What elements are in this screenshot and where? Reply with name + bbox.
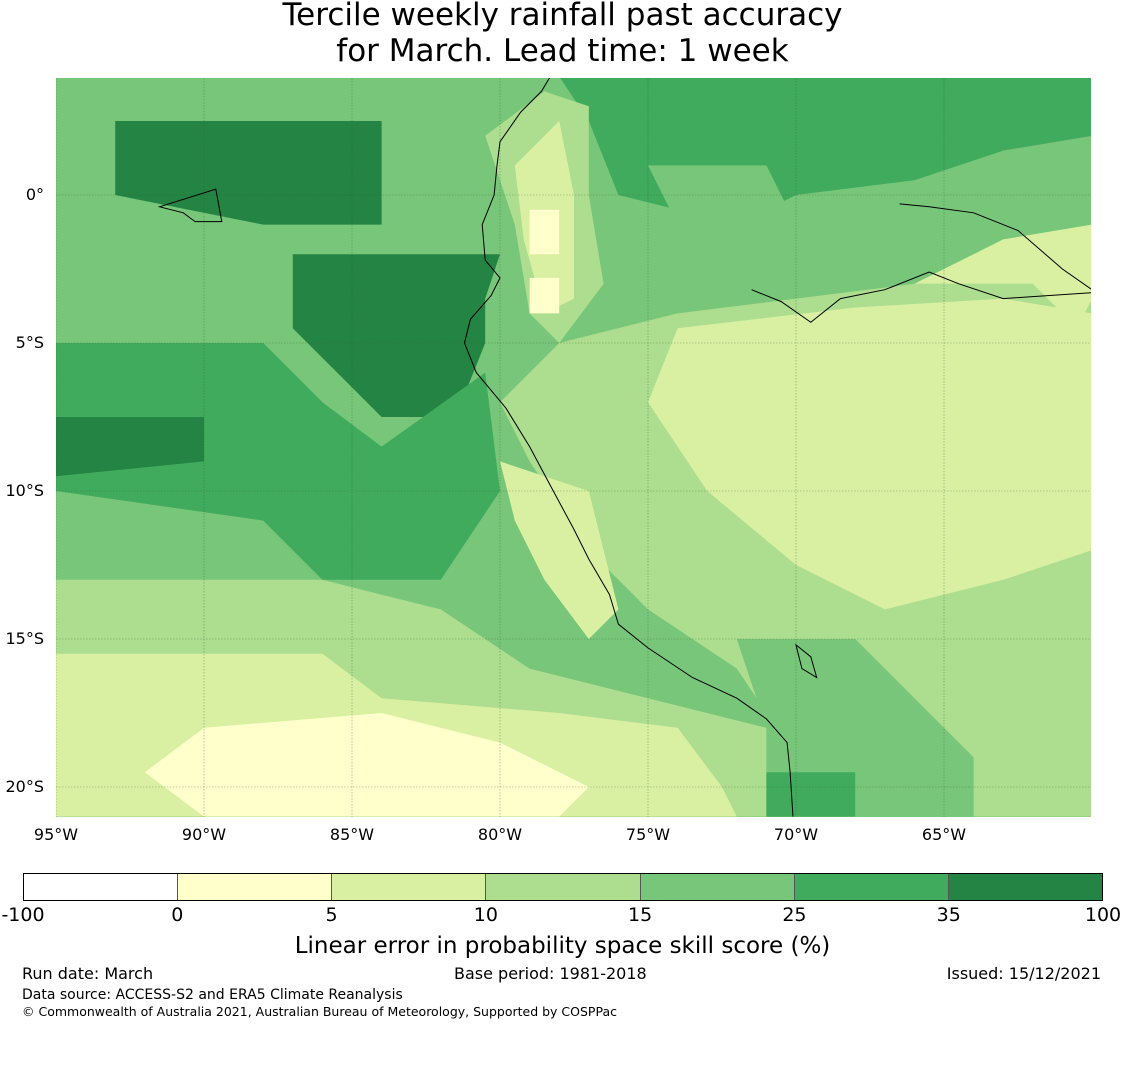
colorbar-segment-5 <box>794 874 949 900</box>
colorbar-segment-1 <box>178 874 333 900</box>
lat-tick-label-4: 20°S <box>5 777 44 796</box>
colorbar-segment-0 <box>24 874 179 900</box>
lon-tick-label-1: 90°W <box>181 825 227 844</box>
colorbar-label: Linear error in probability space skill … <box>294 933 831 959</box>
lat-tick-label-2: 10°S <box>5 481 44 500</box>
colorbar-segment-2 <box>332 874 487 900</box>
colorbar-tick-label-4: 15 <box>628 904 653 926</box>
map-plot <box>56 78 1091 817</box>
skill-region-3 <box>292 254 500 417</box>
colorbar <box>23 873 1103 901</box>
lon-tick-label-3: 80°W <box>477 825 523 844</box>
title-line-2: for March. Lead time: 1 week <box>336 33 789 69</box>
colorbar-tick-label-6: 35 <box>936 904 961 926</box>
skill-region-18 <box>529 277 560 314</box>
colorbar-tick-label-5: 25 <box>782 904 807 926</box>
lon-tick-label-2: 85°W <box>329 825 375 844</box>
lake-titicaca <box>795 643 818 679</box>
title-line-1: Tercile weekly rainfall past accuracy <box>282 0 843 33</box>
skill-region-11 <box>648 298 1091 610</box>
skill-region-1 <box>115 121 382 225</box>
data-source: Data source: ACCESS-S2 and ERA5 Climate … <box>22 987 403 1003</box>
lon-tick-label-5: 70°W <box>773 825 819 844</box>
run-date: Run date: March <box>22 964 154 983</box>
skill-region-6 <box>263 372 500 580</box>
skill-regions <box>56 78 1091 817</box>
skill-region-9 <box>144 713 589 817</box>
skill-region-5 <box>56 417 204 477</box>
colorbar-tick-label-2: 5 <box>325 904 338 926</box>
lon-tick-label-0: 95°W <box>33 825 79 844</box>
skill-region-4 <box>56 343 382 521</box>
colorbar-tick-label-7: 100 <box>1084 904 1122 926</box>
skill-region-17 <box>529 209 560 255</box>
base-period: Base period: 1981-2018 <box>454 964 647 983</box>
skill-region-2 <box>56 78 351 107</box>
galapagos-islands <box>157 188 223 223</box>
skill-region-19 <box>914 224 1091 329</box>
colorbar-tick-label-1: 0 <box>171 904 184 926</box>
copyright: © Commonwealth of Australia 2021, Austra… <box>22 1004 617 1019</box>
lon-tick-label-4: 75°W <box>625 825 671 844</box>
amazon-river-south <box>751 271 1091 323</box>
coastline <box>463 78 794 817</box>
amazon-river-north <box>899 203 1091 290</box>
colorbar-segment-6 <box>948 874 1102 900</box>
gridlines <box>56 78 1091 817</box>
lon-tick-label-6: 65°W <box>921 825 967 844</box>
issued-date: Issued: 15/12/2021 <box>946 964 1101 983</box>
chart-title: Tercile weekly rainfall past accuracy fo… <box>0 0 1125 69</box>
colorbar-segment-3 <box>486 874 641 900</box>
geography-lines <box>157 78 1091 817</box>
colorbar-tick-label-3: 10 <box>473 904 498 926</box>
colorbar-segment-4 <box>640 874 795 900</box>
skill-region-14 <box>766 772 856 817</box>
colorbar-tick-label-0: -100 <box>1 904 45 926</box>
skill-region-20 <box>648 165 796 255</box>
skill-region-12 <box>500 461 619 639</box>
lat-tick-label-0: 0° <box>25 185 44 204</box>
lat-tick-label-3: 15°S <box>5 629 44 648</box>
lat-tick-label-1: 5°S <box>15 333 44 352</box>
